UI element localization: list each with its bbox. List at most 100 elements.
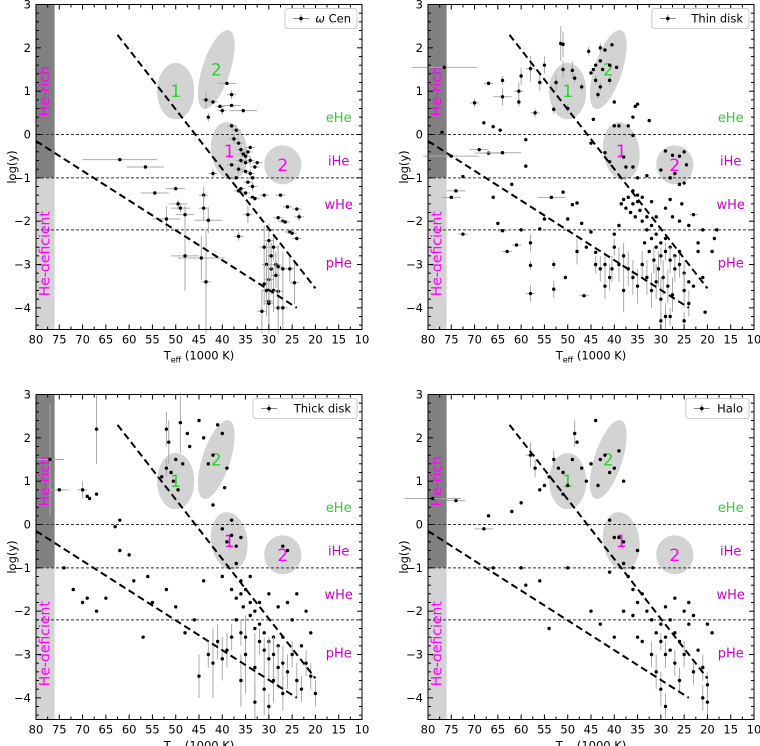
point-marker (285, 600, 290, 605)
data-point (631, 202, 635, 206)
point-marker (710, 249, 714, 254)
point-marker (542, 63, 547, 67)
data-point (168, 199, 188, 209)
point-marker (579, 466, 584, 470)
region-ellipse (656, 145, 694, 185)
point-marker (589, 230, 593, 234)
data-point (687, 622, 691, 626)
data-point (215, 104, 225, 109)
data-point (496, 221, 500, 226)
point-marker (250, 176, 255, 180)
point-marker (631, 566, 635, 570)
point-marker (612, 232, 616, 236)
point-marker (253, 665, 257, 670)
data-point (278, 286, 288, 330)
point-marker (304, 661, 308, 665)
point-marker (236, 167, 241, 171)
data-point (640, 251, 644, 278)
band-label: He-rich (429, 456, 445, 506)
data-point (150, 600, 155, 605)
legend: Thick disk (252, 398, 358, 419)
x-tick-label: 25 (285, 723, 300, 737)
y-tick-label: 0 (416, 518, 423, 532)
panel-thick-disk: He-rich He-deficient 1 2 1 2 eHe iHe wHe pHe 80 75 7… (5, 388, 369, 746)
data-point (677, 219, 682, 223)
x-tick-label: 60 (122, 333, 137, 347)
data-point (575, 440, 579, 444)
point-marker (87, 496, 92, 501)
data-point (266, 242, 276, 269)
class-label-wHe: wHe (717, 198, 745, 213)
data-point (229, 134, 239, 144)
legend-marker-icon (299, 16, 303, 21)
point-marker (211, 100, 215, 104)
x-tick-label: 10 (355, 333, 370, 347)
x-axis-label: Teff (1000 K) (555, 739, 627, 746)
data-point (276, 605, 280, 609)
point-marker (164, 217, 169, 221)
data-point (85, 596, 89, 600)
x-tick-label: 80 (29, 333, 44, 347)
data-point (160, 475, 164, 479)
point-marker (570, 203, 575, 207)
point-marker (281, 691, 285, 696)
x-tick-label: 45 (192, 723, 207, 737)
data-point (621, 561, 626, 566)
data-point (469, 147, 489, 152)
data-point (579, 221, 584, 226)
region-label: 1 (562, 82, 573, 102)
point-marker (276, 216, 280, 220)
data-point (621, 155, 626, 159)
data-point (141, 635, 145, 639)
class-label-iHe: iHe (720, 155, 741, 170)
point-marker (281, 544, 285, 548)
y-tick-label: 1 (24, 474, 31, 488)
point-marker (48, 457, 52, 462)
point-marker (167, 440, 171, 444)
point-marker (267, 238, 271, 243)
data-point (663, 206, 668, 210)
point-marker (290, 231, 294, 235)
point-marker (624, 165, 628, 169)
data-point (231, 128, 241, 132)
data-point (201, 91, 211, 109)
data-point (668, 197, 672, 202)
point-marker (677, 154, 682, 158)
data-point (132, 579, 136, 583)
point-marker (682, 181, 686, 185)
data-point (598, 43, 603, 53)
band-he-deficient (428, 567, 447, 720)
point-marker (241, 108, 245, 113)
legend-box (284, 8, 358, 29)
data-point (281, 645, 285, 681)
data-point (252, 160, 262, 165)
point-marker (626, 195, 630, 200)
data-point (673, 650, 677, 677)
data-point (199, 195, 209, 222)
point-marker (640, 195, 644, 200)
data-point (621, 609, 626, 613)
point-marker (631, 202, 635, 206)
data-point (497, 229, 508, 233)
point-marker (262, 687, 266, 691)
legend: Thin disk (651, 8, 750, 29)
data-point (178, 392, 183, 453)
point-marker (229, 635, 234, 639)
data-point (292, 207, 302, 211)
point-marker (566, 217, 570, 221)
region-label: 2 (603, 451, 614, 471)
y-tick-label: −2 (14, 214, 31, 228)
data-point (289, 261, 300, 305)
point-marker (593, 63, 598, 67)
point-marker (271, 652, 276, 657)
data-point (563, 275, 568, 280)
x-tick-label: 50 (168, 723, 183, 737)
point-marker (299, 644, 304, 648)
class-label-eHe: eHe (326, 111, 352, 126)
data-point (612, 124, 616, 128)
data-point (248, 613, 252, 618)
point-marker (225, 540, 229, 544)
data-point (295, 592, 299, 596)
y-tick-label: −3 (406, 258, 423, 272)
